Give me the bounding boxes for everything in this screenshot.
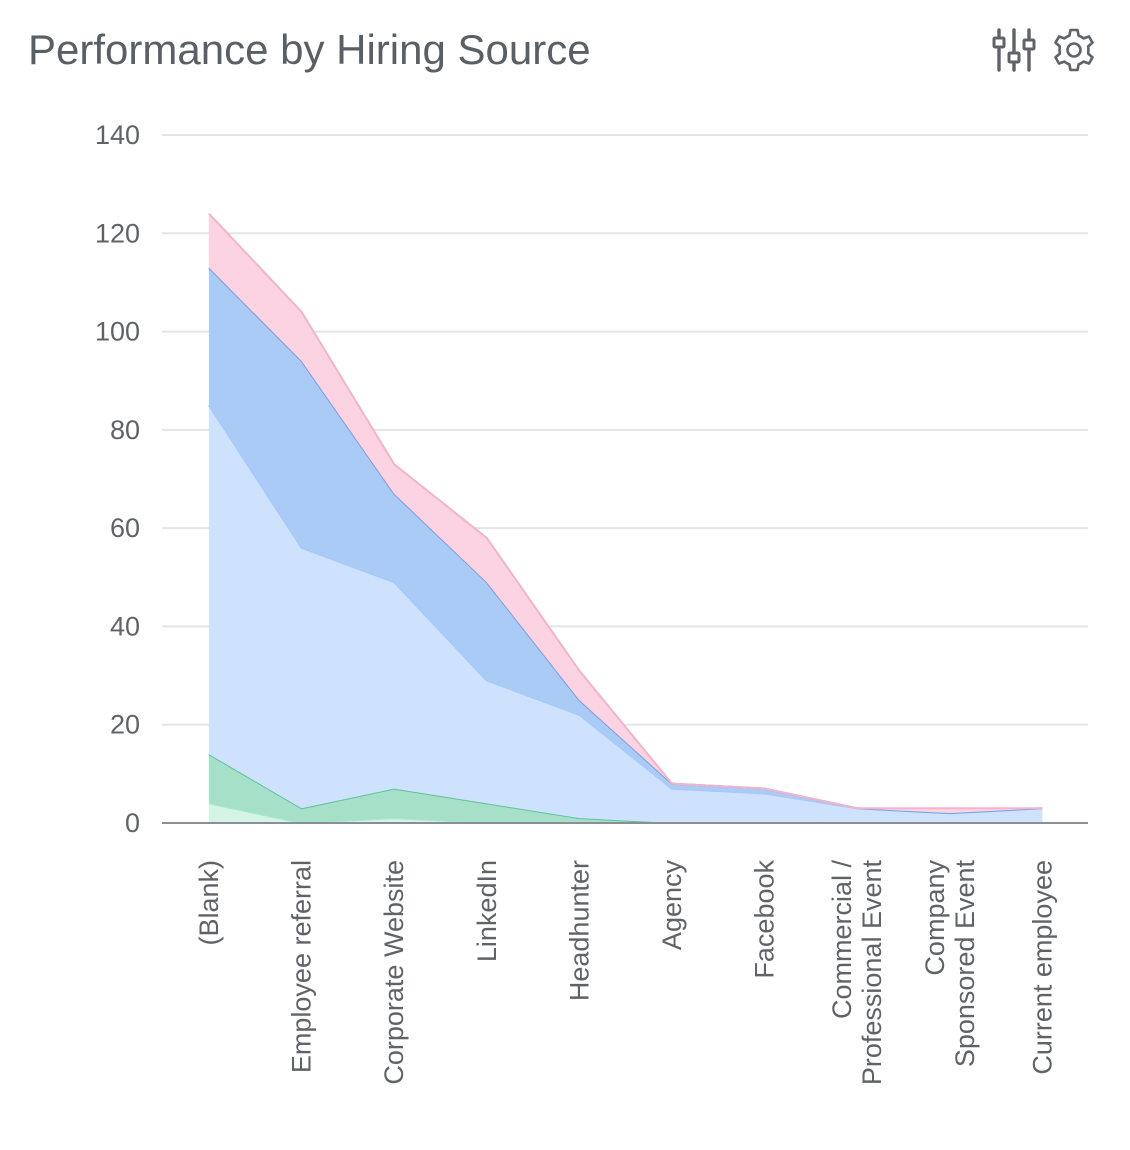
series-4-area bbox=[209, 267, 1043, 814]
y-tick-label: 20 bbox=[110, 710, 140, 740]
chart-title: Performance by Hiring Source bbox=[28, 26, 591, 73]
series-2-area bbox=[209, 754, 1043, 823]
y-tick-label: 60 bbox=[110, 513, 140, 543]
x-tick-label: (Blank) bbox=[194, 860, 224, 946]
x-tick-label: Headhunter bbox=[564, 860, 594, 1001]
x-tick-label: Company bbox=[920, 860, 950, 976]
x-tick-label: LinkedIn bbox=[472, 860, 502, 962]
x-tick-label: Sponsored Event bbox=[950, 860, 980, 1068]
x-tick-label: Facebook bbox=[750, 860, 780, 979]
series-3-area bbox=[209, 405, 1043, 823]
y-tick-label: 0 bbox=[125, 808, 140, 838]
chart-header: Performance by Hiring Source bbox=[28, 24, 1103, 84]
x-tick-label: Current employee bbox=[1027, 860, 1057, 1075]
x-tick-label: Employee referral bbox=[287, 860, 317, 1073]
x-tick-label: Corporate Website bbox=[379, 860, 409, 1085]
y-tick-label: 120 bbox=[95, 218, 140, 248]
x-tick-label: Professional Event bbox=[857, 860, 887, 1086]
gear-icon[interactable] bbox=[1050, 26, 1098, 74]
y-tick-label: 40 bbox=[110, 611, 140, 641]
series-5-line bbox=[208, 212, 1043, 810]
y-tick-label: 100 bbox=[95, 317, 140, 347]
x-tick-label: Commercial / bbox=[827, 860, 857, 1020]
y-tick-label: 140 bbox=[95, 120, 140, 150]
x-tick-label: Agency bbox=[657, 860, 687, 951]
filter-sliders-icon[interactable] bbox=[990, 26, 1038, 74]
y-tick-label: 80 bbox=[110, 415, 140, 445]
